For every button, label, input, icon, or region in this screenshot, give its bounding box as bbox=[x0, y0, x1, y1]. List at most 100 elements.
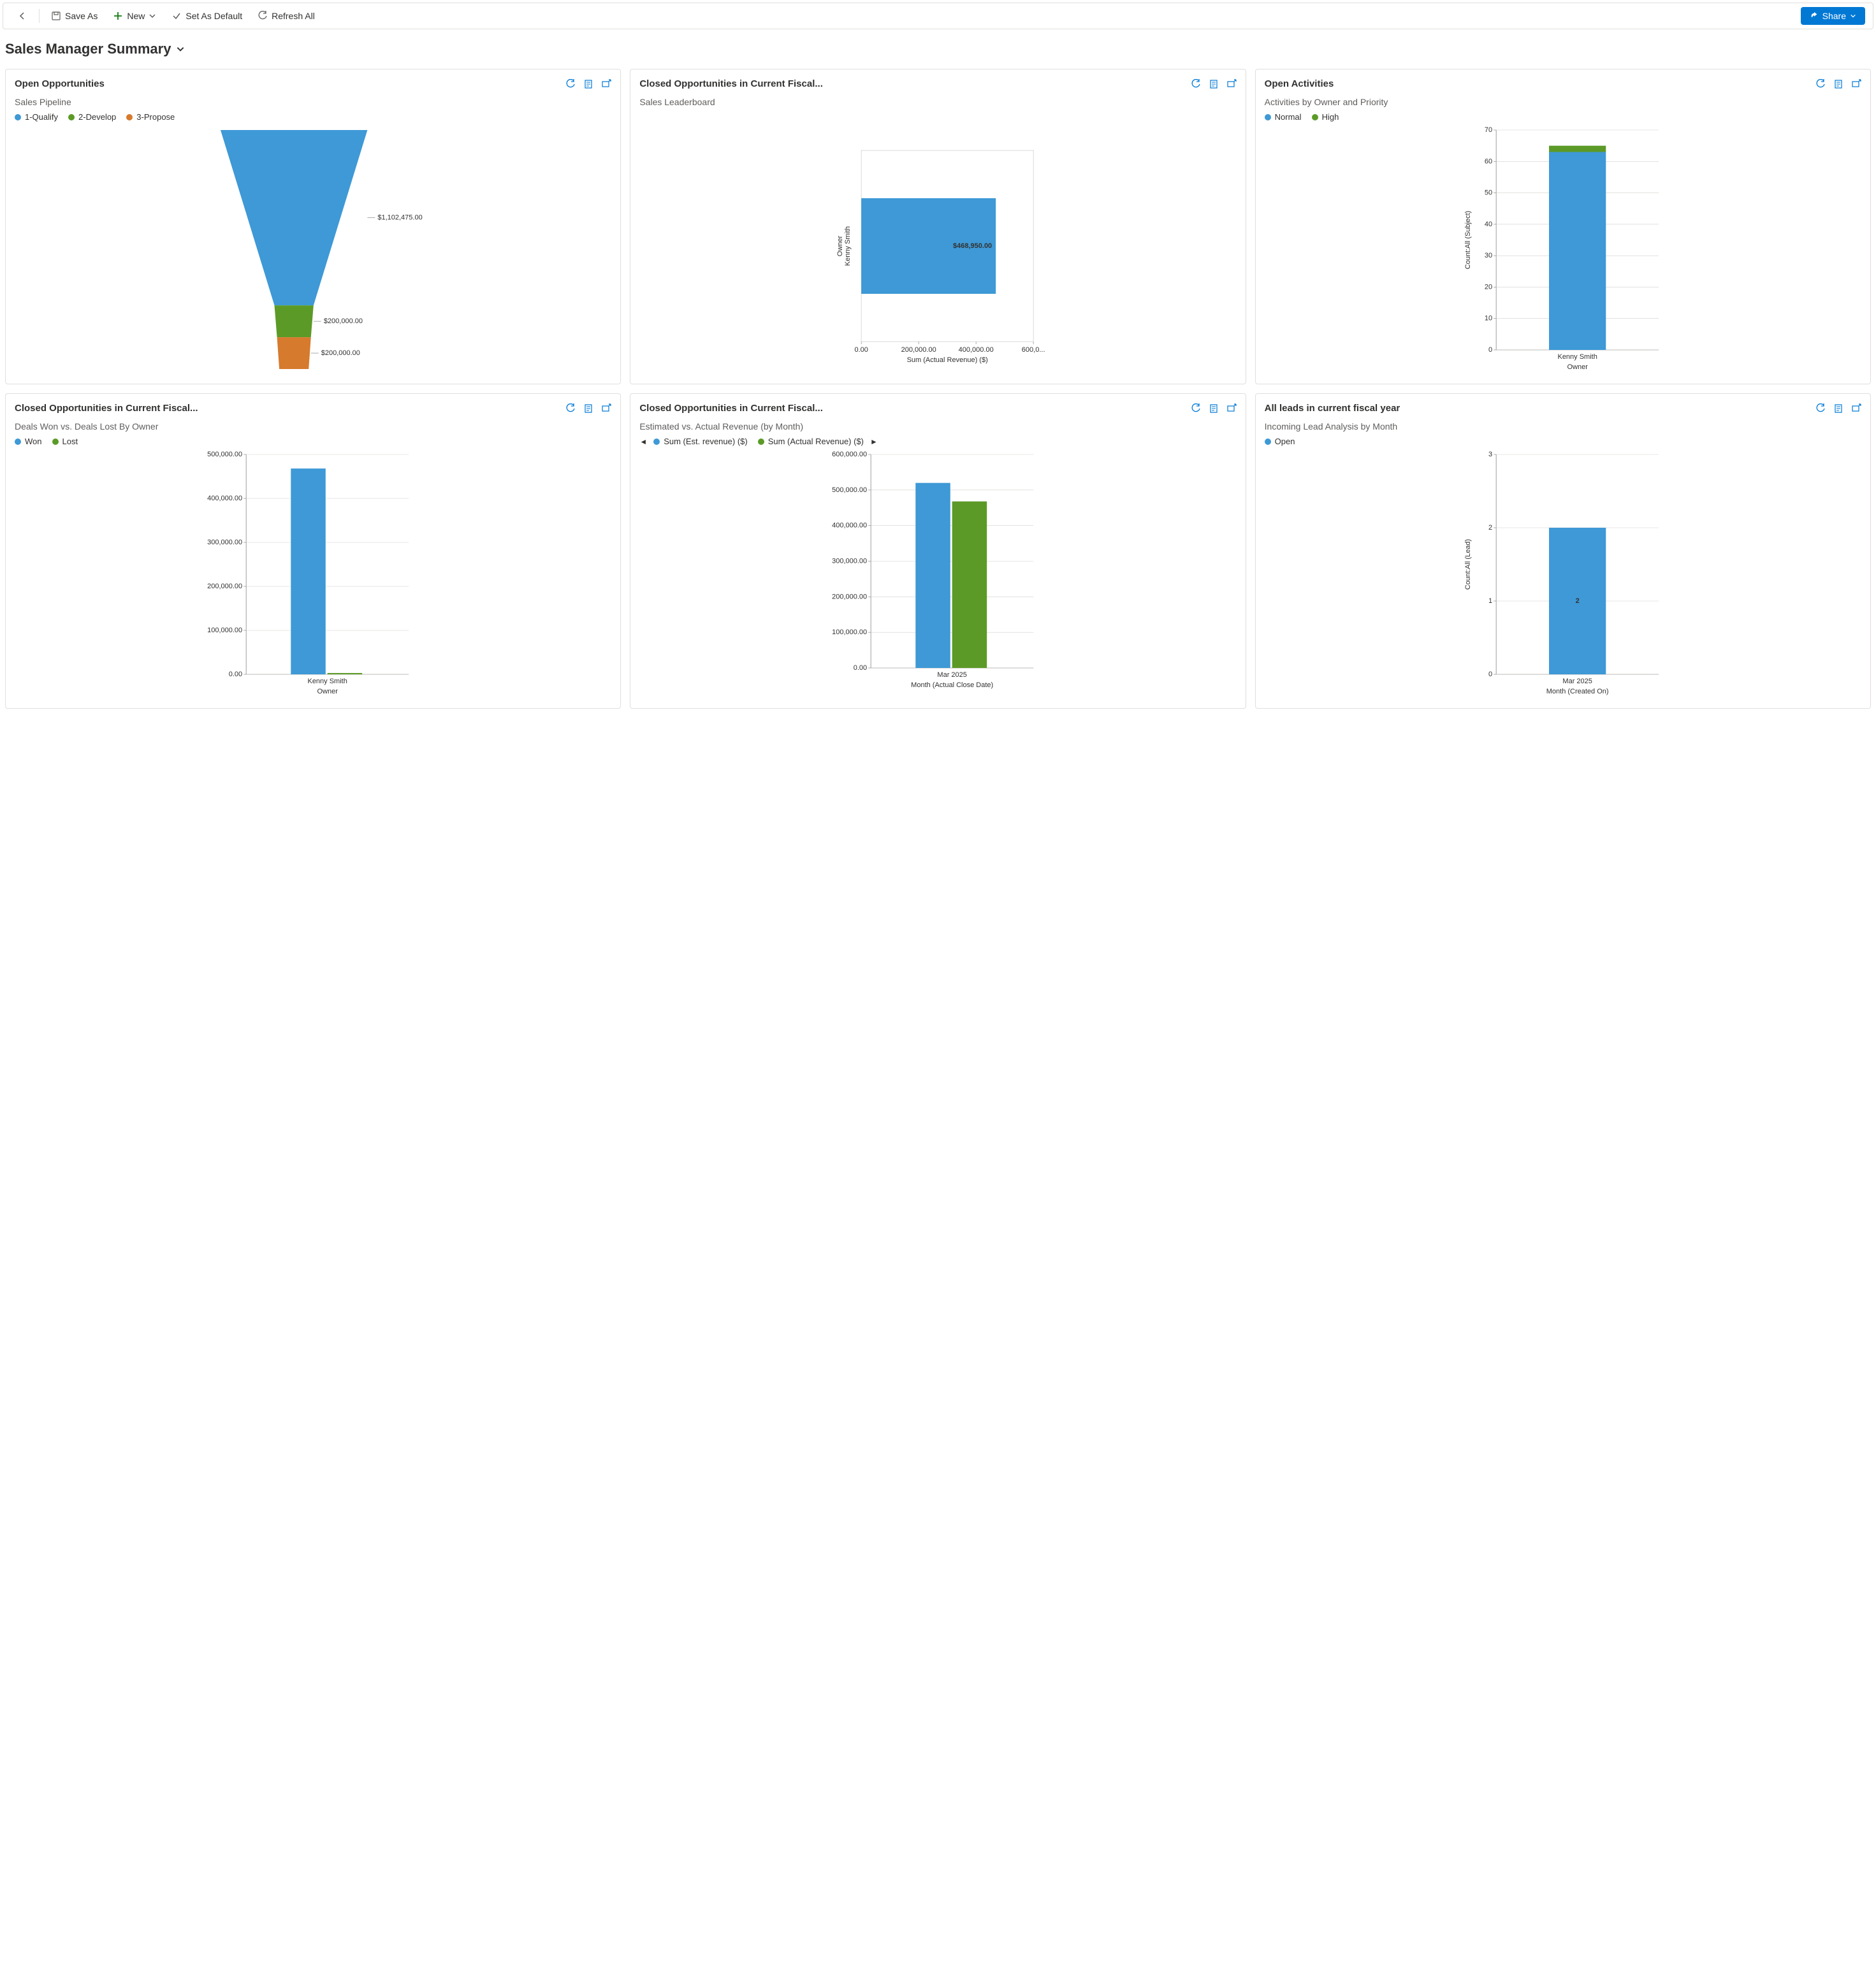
card-sales-leaderboard: Closed Opportunities in Current Fiscal..… bbox=[630, 69, 1246, 384]
legend-item[interactable]: 3-Propose bbox=[126, 112, 175, 122]
card-subtitle: Sales Leaderboard bbox=[639, 97, 1236, 107]
svg-text:Kenny Smith: Kenny Smith bbox=[307, 678, 347, 685]
card-subtitle: Incoming Lead Analysis by Month bbox=[1265, 421, 1861, 431]
refresh-all-label: Refresh All bbox=[272, 11, 315, 21]
refresh-icon[interactable] bbox=[565, 79, 576, 89]
refresh-icon[interactable] bbox=[1815, 403, 1826, 414]
legend-dot bbox=[15, 114, 21, 120]
svg-text:Owner: Owner bbox=[836, 235, 844, 256]
save-as-label: Save As bbox=[65, 11, 98, 21]
new-button[interactable]: New bbox=[106, 7, 163, 25]
legend-item[interactable]: 1-Qualify bbox=[15, 112, 58, 122]
card-title: Open Activities bbox=[1265, 78, 1810, 89]
new-label: New bbox=[127, 11, 145, 21]
svg-text:$200,000.00: $200,000.00 bbox=[324, 317, 363, 325]
legend-dot bbox=[126, 114, 133, 120]
records-icon[interactable] bbox=[1833, 403, 1843, 414]
svg-text:Sum (Actual Revenue) ($): Sum (Actual Revenue) ($) bbox=[907, 356, 988, 364]
refresh-all-button[interactable]: Refresh All bbox=[251, 7, 321, 25]
refresh-icon[interactable] bbox=[1191, 403, 1201, 414]
svg-text:3: 3 bbox=[1488, 451, 1492, 458]
svg-text:2: 2 bbox=[1488, 524, 1492, 532]
legend-item[interactable]: Lost bbox=[52, 437, 78, 446]
expand-icon[interactable] bbox=[1226, 79, 1237, 89]
card-open-opportunities: Open Opportunities Sales Pipeline 1-Qual… bbox=[5, 69, 621, 384]
legend-label: 2-Develop bbox=[78, 112, 116, 122]
legend-item[interactable]: Normal bbox=[1265, 112, 1302, 122]
page-title: Sales Manager Summary bbox=[5, 41, 171, 57]
records-icon[interactable] bbox=[583, 403, 593, 414]
svg-text:200,000.00: 200,000.00 bbox=[207, 583, 242, 590]
refresh-icon[interactable] bbox=[1191, 79, 1201, 89]
card-subtitle: Deals Won vs. Deals Lost By Owner bbox=[15, 421, 611, 431]
legend-item[interactable]: High bbox=[1312, 112, 1339, 122]
legend-prev-arrow[interactable]: ◄ bbox=[639, 437, 647, 446]
refresh-icon[interactable] bbox=[1815, 79, 1826, 89]
svg-text:Kenny Smith: Kenny Smith bbox=[844, 226, 852, 266]
share-button[interactable]: Share bbox=[1801, 7, 1865, 25]
legend-item[interactable]: Open bbox=[1265, 437, 1295, 446]
card-open-activities: Open Activities Activities by Owner and … bbox=[1255, 69, 1871, 384]
refresh-icon[interactable] bbox=[565, 403, 576, 414]
legend-label: Open bbox=[1275, 437, 1295, 446]
records-icon[interactable] bbox=[583, 79, 593, 89]
grouped-bar-chart[interactable]: 0.00100,000.00200,000.00300,000.00400,00… bbox=[639, 451, 1236, 702]
legend-dot bbox=[52, 439, 59, 445]
svg-text:$200,000.00: $200,000.00 bbox=[321, 349, 360, 357]
share-icon bbox=[1810, 11, 1819, 20]
legend-item[interactable]: Sum (Actual Revenue) ($) bbox=[758, 437, 864, 446]
hbar-chart[interactable]: $468,950.00Kenny SmithOwner0.00200,000.0… bbox=[639, 112, 1236, 377]
svg-text:0.00: 0.00 bbox=[229, 671, 242, 678]
set-default-button[interactable]: Set As Default bbox=[165, 7, 249, 25]
chevron-down-icon bbox=[149, 12, 156, 20]
legend-item[interactable]: Won bbox=[15, 437, 42, 446]
grouped-bar-chart[interactable]: 0.00100,000.00200,000.00300,000.00400,00… bbox=[15, 451, 611, 702]
svg-text:0.00: 0.00 bbox=[855, 346, 868, 354]
svg-text:400,000.00: 400,000.00 bbox=[959, 346, 994, 354]
legend-next-arrow[interactable]: ► bbox=[870, 437, 878, 446]
chevron-down-icon[interactable] bbox=[176, 45, 185, 54]
card-est-vs-actual: Closed Opportunities in Current Fiscal..… bbox=[630, 393, 1246, 709]
records-icon[interactable] bbox=[1833, 79, 1843, 89]
card-deals-won-lost: Closed Opportunities in Current Fiscal..… bbox=[5, 393, 621, 709]
back-button[interactable] bbox=[11, 7, 34, 25]
bar-chart[interactable]: 0123Count:All (Lead)2Mar 2025Month (Crea… bbox=[1265, 451, 1861, 702]
svg-text:600,0...: 600,0... bbox=[1022, 346, 1045, 354]
expand-icon[interactable] bbox=[1226, 403, 1237, 414]
legend-item[interactable]: 2-Develop bbox=[68, 112, 116, 122]
toolbar-separator bbox=[39, 9, 40, 23]
legend-label: Sum (Actual Revenue) ($) bbox=[768, 437, 864, 446]
funnel-chart[interactable]: $1,102,475.00$200,000.00$200,000.00 bbox=[15, 127, 611, 377]
legend-label: Lost bbox=[62, 437, 78, 446]
svg-text:100,000.00: 100,000.00 bbox=[207, 627, 242, 634]
svg-text:Month (Created On): Month (Created On) bbox=[1546, 688, 1608, 695]
dashboard-grid: Open Opportunities Sales Pipeline 1-Qual… bbox=[0, 69, 1876, 719]
svg-text:50: 50 bbox=[1485, 189, 1492, 197]
svg-text:Owner: Owner bbox=[317, 688, 338, 695]
card-title: Closed Opportunities in Current Fiscal..… bbox=[15, 403, 560, 414]
legend-dot bbox=[15, 439, 21, 445]
card-title: Closed Opportunities in Current Fiscal..… bbox=[639, 403, 1185, 414]
save-as-button[interactable]: Save As bbox=[45, 7, 104, 25]
legend-label: High bbox=[1322, 112, 1339, 122]
save-as-icon bbox=[51, 11, 61, 21]
legend-label: Won bbox=[25, 437, 42, 446]
legend-item[interactable]: Sum (Est. revenue) ($) bbox=[653, 437, 748, 446]
legend-dot bbox=[1265, 439, 1271, 445]
expand-icon[interactable] bbox=[1851, 403, 1861, 414]
svg-text:Count:All (Subject): Count:All (Subject) bbox=[1464, 211, 1472, 270]
card-title: All leads in current fiscal year bbox=[1265, 403, 1810, 414]
expand-icon[interactable] bbox=[1851, 79, 1861, 89]
records-icon[interactable] bbox=[1209, 403, 1219, 414]
stacked-bar-chart[interactable]: 010203040506070Count:All (Subject)Kenny … bbox=[1265, 127, 1861, 377]
card-title: Open Opportunities bbox=[15, 78, 560, 89]
chart-legend: Normal High bbox=[1265, 112, 1861, 122]
svg-text:30: 30 bbox=[1485, 252, 1492, 259]
svg-text:60: 60 bbox=[1485, 157, 1492, 165]
svg-text:1: 1 bbox=[1488, 597, 1492, 605]
back-arrow-icon bbox=[17, 11, 27, 21]
expand-icon[interactable] bbox=[601, 79, 611, 89]
expand-icon[interactable] bbox=[601, 403, 611, 414]
records-icon[interactable] bbox=[1209, 79, 1219, 89]
svg-text:Kenny Smith: Kenny Smith bbox=[1557, 353, 1597, 361]
